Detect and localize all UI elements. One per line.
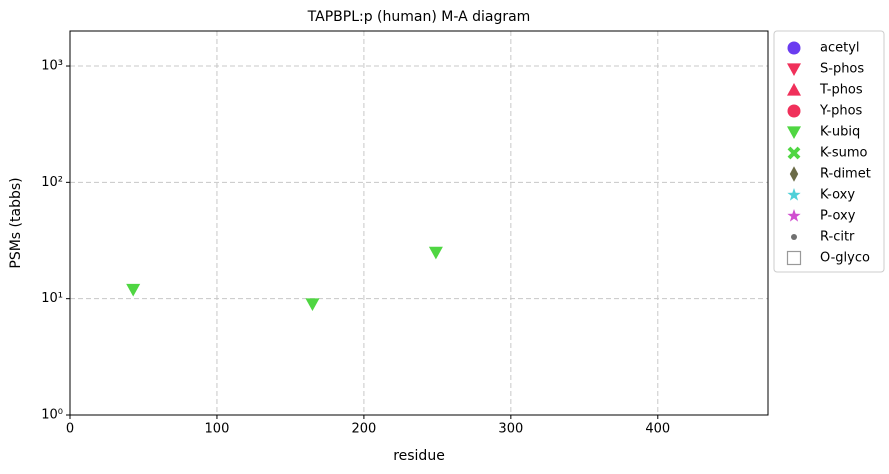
legend-label: P-oxy (820, 209, 856, 224)
legend-label: K-oxy (820, 188, 855, 203)
x-tick-label: 400 (645, 422, 670, 437)
legend-marker (787, 63, 801, 76)
legend-label: acetyl (820, 41, 860, 56)
x-tick-label: 200 (351, 422, 376, 437)
legend (773, 30, 885, 273)
marks (126, 246, 443, 311)
x-tick-label: 300 (498, 422, 523, 437)
point (428, 246, 443, 260)
legend-label: K-ubiq (820, 125, 860, 140)
grid (66, 31, 768, 419)
chart-title: TAPBPL:p (human) M-A diagram (307, 9, 531, 25)
legend-label: O-glyco (820, 251, 870, 266)
legend-label: T-phos (819, 83, 863, 98)
y-tick-label: 10² (41, 175, 63, 190)
y-axis-label: PSMs (tabbs) (8, 177, 24, 268)
legend-label: R-citr (820, 230, 855, 245)
point (305, 298, 320, 311)
point (126, 283, 141, 297)
y-tick-label: 10¹ (41, 291, 63, 306)
legend-label: S-phos (820, 62, 864, 77)
plot-frame (69, 30, 769, 416)
legend-marker (787, 126, 801, 139)
legend-label: R-dimet (820, 167, 871, 182)
x-tick-label: 100 (205, 422, 230, 437)
legend-marker (787, 188, 801, 201)
legend-marker (786, 250, 802, 266)
legend-marker (789, 166, 799, 182)
legend-label: Y-phos (819, 104, 863, 119)
x-axis-label: residue (393, 448, 445, 464)
legend-marker (787, 209, 801, 222)
y-tick-label: 10⁰ (41, 408, 63, 423)
legend-marker (787, 104, 801, 118)
legend-marker (787, 41, 801, 55)
x-tick-label: 0 (66, 422, 74, 437)
legend-label: K-sumo (820, 146, 868, 161)
legend-items: acetyl S-phos T-phos Y-phos K-ubiq K-sumo R-di… (786, 41, 871, 266)
legend-marker (791, 234, 797, 240)
y-tick-label: 10³ (41, 59, 63, 74)
legend-marker (787, 146, 801, 160)
legend-marker (787, 83, 801, 96)
